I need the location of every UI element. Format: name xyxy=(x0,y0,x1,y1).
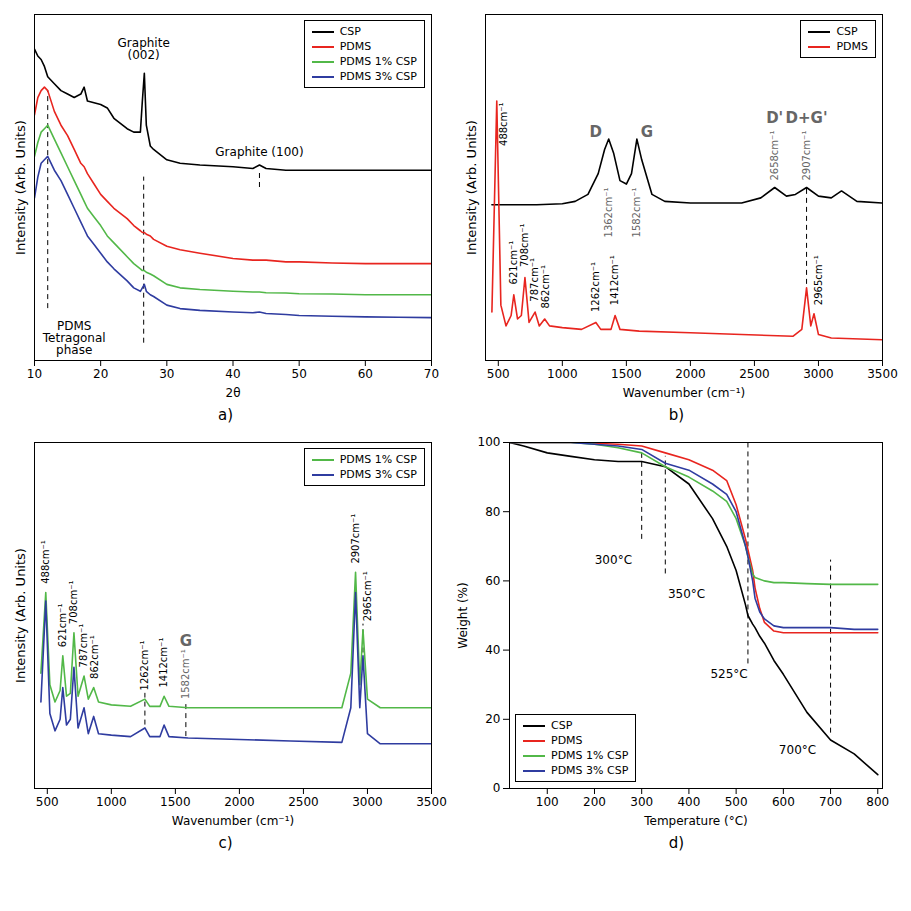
html-text:PDMS 3% CSP: PDMS 3% CSP xyxy=(339,468,417,481)
svg-text:Intensity (Arb. Units): Intensity (Arb. Units) xyxy=(464,120,479,255)
svg-text:1412cm⁻¹: 1412cm⁻¹ xyxy=(158,638,169,688)
svg-text:1582cm⁻¹: 1582cm⁻¹ xyxy=(180,649,191,699)
html-text:PDMS: PDMS xyxy=(551,734,583,747)
html-text:CSP: CSP xyxy=(551,719,573,732)
svg-text:60: 60 xyxy=(358,367,373,381)
svg-text:500: 500 xyxy=(725,795,748,809)
svg-text:Wavenumber (cm⁻¹): Wavenumber (cm⁻¹) xyxy=(172,814,294,828)
html-text:PDMS 3% CSP: PDMS 3% CSP xyxy=(551,764,629,777)
svg-text:1000: 1000 xyxy=(96,795,127,809)
svg-text:PDMSTetragonalphase: PDMSTetragonalphase xyxy=(42,319,106,357)
svg-text:0: 0 xyxy=(493,781,501,795)
html-text:d): d) xyxy=(668,834,685,852)
svg-text:600: 600 xyxy=(772,795,795,809)
svg-text:708cm⁻¹: 708cm⁻¹ xyxy=(68,581,79,625)
svg-text:1500: 1500 xyxy=(160,795,191,809)
svg-text:500: 500 xyxy=(487,367,510,381)
svg-text:2500: 2500 xyxy=(288,795,319,809)
svg-text:50: 50 xyxy=(292,367,307,381)
svg-text:2965cm⁻¹: 2965cm⁻¹ xyxy=(362,571,373,621)
svg-text:3000: 3000 xyxy=(803,367,834,381)
svg-text:200: 200 xyxy=(583,795,606,809)
svg-text:1262cm⁻¹: 1262cm⁻¹ xyxy=(590,262,601,312)
html-text:a): a) xyxy=(218,406,233,424)
html-text:PDMS: PDMS xyxy=(339,40,372,53)
svg-text:3500: 3500 xyxy=(416,795,447,809)
svg-text:862cm⁻¹: 862cm⁻¹ xyxy=(540,265,551,309)
svg-text:70: 70 xyxy=(424,367,439,381)
svg-text:1000: 1000 xyxy=(547,367,578,381)
svg-text:60: 60 xyxy=(485,574,500,588)
svg-text:800: 800 xyxy=(866,795,889,809)
svg-text:40: 40 xyxy=(225,367,240,381)
svg-text:621cm⁻¹: 621cm⁻¹ xyxy=(57,604,68,648)
html-text:PDMS 1% CSP: PDMS 1% CSP xyxy=(551,749,629,762)
svg-text:700°C: 700°C xyxy=(779,743,816,757)
svg-text:G: G xyxy=(180,632,192,650)
svg-text:40: 40 xyxy=(485,643,500,657)
svg-text:3500: 3500 xyxy=(867,367,898,381)
svg-text:20: 20 xyxy=(485,712,500,726)
svg-text:2000: 2000 xyxy=(224,795,255,809)
svg-text:D+G': D+G' xyxy=(786,109,828,127)
svg-text:700: 700 xyxy=(819,795,842,809)
svg-text:D': D' xyxy=(766,109,783,127)
svg-text:300°C: 300°C xyxy=(595,553,632,567)
svg-text:100: 100 xyxy=(536,795,559,809)
svg-text:525°C: 525°C xyxy=(710,667,747,681)
svg-text:1262cm⁻¹: 1262cm⁻¹ xyxy=(139,640,150,690)
svg-text:D: D xyxy=(589,123,601,141)
svg-text:488cm⁻¹: 488cm⁻¹ xyxy=(40,540,51,584)
html-text:PDMS 1% CSP: PDMS 1% CSP xyxy=(339,453,417,466)
html-text:CSP: CSP xyxy=(339,25,361,38)
svg-text:1582cm⁻¹: 1582cm⁻¹ xyxy=(631,188,642,238)
svg-text:787cm⁻¹: 787cm⁻¹ xyxy=(529,258,540,302)
svg-text:2000: 2000 xyxy=(675,367,706,381)
svg-text:Intensity (Arb. Units): Intensity (Arb. Units) xyxy=(13,548,28,683)
svg-text:300: 300 xyxy=(630,795,653,809)
svg-text:1412cm⁻¹: 1412cm⁻¹ xyxy=(609,255,620,305)
html-text:b): b) xyxy=(668,406,685,424)
svg-text:Wavenumber (cm⁻¹): Wavenumber (cm⁻¹) xyxy=(623,386,745,400)
svg-text:100: 100 xyxy=(478,435,501,449)
svg-text:2658cm⁻¹: 2658cm⁻¹ xyxy=(769,131,780,181)
svg-text:400: 400 xyxy=(677,795,700,809)
svg-text:488cm⁻¹: 488cm⁻¹ xyxy=(498,102,509,146)
svg-text:500: 500 xyxy=(36,795,59,809)
html-text:PDMS 3% CSP: PDMS 3% CSP xyxy=(339,70,417,83)
svg-text:350°C: 350°C xyxy=(668,587,705,601)
html-text:PDMS 1% CSP: PDMS 1% CSP xyxy=(339,55,417,68)
svg-text:Weight (%): Weight (%) xyxy=(456,582,470,648)
svg-text:Intensity (Arb. Units): Intensity (Arb. Units) xyxy=(13,120,28,255)
html-text:CSP: CSP xyxy=(836,25,858,38)
svg-text:20: 20 xyxy=(93,367,108,381)
svg-text:708cm⁻¹: 708cm⁻¹ xyxy=(519,223,531,268)
svg-text:2θ: 2θ xyxy=(226,386,241,400)
svg-text:3000: 3000 xyxy=(352,795,383,809)
svg-text:1500: 1500 xyxy=(611,367,642,381)
svg-text:2907cm⁻¹: 2907cm⁻¹ xyxy=(350,514,361,564)
svg-text:2500: 2500 xyxy=(739,367,770,381)
svg-text:862cm⁻¹: 862cm⁻¹ xyxy=(89,635,100,679)
html-text:c): c) xyxy=(218,834,233,852)
svg-text:2965cm⁻¹: 2965cm⁻¹ xyxy=(813,255,824,305)
svg-text:Temperature (°C): Temperature (°C) xyxy=(643,814,748,828)
svg-text:G: G xyxy=(641,123,653,141)
svg-text:Graphite (100): Graphite (100) xyxy=(215,145,303,159)
svg-text:787cm⁻¹: 787cm⁻¹ xyxy=(78,624,89,668)
svg-text:Graphite(002): Graphite(002) xyxy=(118,36,170,62)
html-text:PDMS: PDMS xyxy=(836,40,868,53)
svg-text:1362cm⁻¹: 1362cm⁻¹ xyxy=(603,188,614,238)
svg-text:30: 30 xyxy=(159,367,174,381)
svg-text:10: 10 xyxy=(27,367,42,381)
svg-text:2907cm⁻¹: 2907cm⁻¹ xyxy=(801,131,812,181)
svg-text:621cm⁻¹: 621cm⁻¹ xyxy=(508,241,519,285)
svg-text:80: 80 xyxy=(485,505,500,519)
